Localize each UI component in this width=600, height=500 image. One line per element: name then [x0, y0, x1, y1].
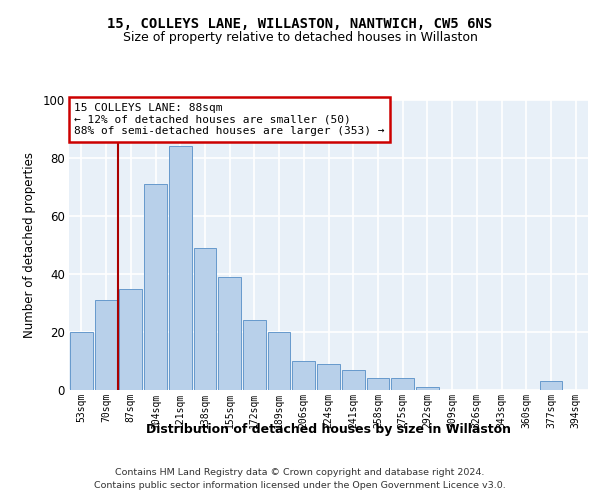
Bar — [539, 382, 562, 390]
Bar — [391, 378, 414, 390]
Bar — [292, 361, 315, 390]
Bar — [268, 332, 290, 390]
Bar — [95, 300, 118, 390]
Bar — [342, 370, 365, 390]
Bar — [416, 387, 439, 390]
Text: 15, COLLEYS LANE, WILLASTON, NANTWICH, CW5 6NS: 15, COLLEYS LANE, WILLASTON, NANTWICH, C… — [107, 18, 493, 32]
Bar — [317, 364, 340, 390]
Text: Size of property relative to detached houses in Willaston: Size of property relative to detached ho… — [122, 32, 478, 44]
Text: 15 COLLEYS LANE: 88sqm
← 12% of detached houses are smaller (50)
88% of semi-det: 15 COLLEYS LANE: 88sqm ← 12% of detached… — [74, 103, 385, 136]
Bar — [218, 277, 241, 390]
Bar — [144, 184, 167, 390]
Bar — [367, 378, 389, 390]
Bar — [243, 320, 266, 390]
Bar — [70, 332, 93, 390]
Bar — [194, 248, 216, 390]
Bar — [169, 146, 191, 390]
Bar — [119, 288, 142, 390]
Text: Contains HM Land Registry data © Crown copyright and database right 2024.: Contains HM Land Registry data © Crown c… — [115, 468, 485, 477]
Y-axis label: Number of detached properties: Number of detached properties — [23, 152, 35, 338]
Text: Distribution of detached houses by size in Willaston: Distribution of detached houses by size … — [146, 422, 511, 436]
Text: Contains public sector information licensed under the Open Government Licence v3: Contains public sector information licen… — [94, 480, 506, 490]
